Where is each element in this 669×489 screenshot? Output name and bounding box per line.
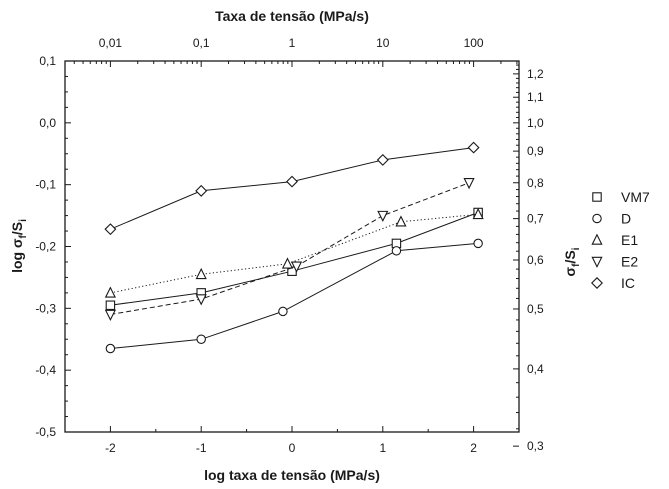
data-point-e1	[472, 207, 484, 220]
axis-ticks: -2 -1 0 1 2 -0,5 -0,4 -0,3 -0,2 -0,1 0,0 0,1 0,01 0,1…	[35, 36, 544, 455]
data-point-e2	[377, 210, 389, 223]
svg-text:log σf/Si: log σf/Si	[9, 219, 29, 273]
data-point-e2	[104, 309, 116, 321]
y-axis-title: log σf/Si	[9, 219, 29, 273]
data-point-d	[196, 334, 206, 344]
right-tick-label: 0,7	[527, 212, 544, 226]
data-point-ic	[286, 175, 298, 188]
y-tick-label: -0,2	[35, 240, 56, 254]
data-point-ic	[467, 141, 480, 154]
data-point-e2	[290, 261, 303, 273]
series-line-ic	[110, 147, 474, 230]
legend-marker-ic	[591, 277, 603, 289]
legend-label-d: D	[621, 211, 631, 227]
x-axis-title: log taxa de tensão (MPa/s)	[204, 467, 380, 483]
y-tick-label: -0,5	[35, 425, 56, 439]
legend-marker-vm7	[592, 192, 602, 202]
data-point-e1	[395, 215, 407, 227]
data-point-d	[473, 238, 483, 249]
top-axis-title: Taxa de tensão (MPa/s)	[215, 8, 369, 24]
legend-label-e2: E2	[621, 254, 638, 270]
x-tick-label: 1	[379, 441, 386, 455]
legend-marker-d	[592, 213, 602, 224]
legend-marker-e2	[591, 256, 603, 268]
y-tick-label: 0,0	[39, 116, 56, 130]
data-point-e2	[463, 178, 475, 190]
legend-label-e1: E1	[621, 232, 638, 248]
data-point-vm7	[105, 300, 116, 310]
right-tick-label: 1,0	[527, 116, 544, 130]
series-line-d	[110, 242, 479, 349]
right-tick-label: 1,2	[527, 67, 544, 81]
top-tick-label: 10	[376, 36, 390, 50]
right-tick-label: 0,9	[527, 144, 544, 158]
data-point-d	[278, 306, 288, 317]
series-layer	[104, 141, 484, 354]
data-point-e1	[195, 267, 207, 280]
svg-text:σf/Si: σf/Si	[562, 247, 582, 276]
x-tick-label: -2	[105, 441, 116, 455]
right-tick-label: 1,1	[527, 90, 544, 104]
legend-label-vm7: VM7	[621, 189, 650, 205]
data-point-d	[391, 246, 402, 256]
top-tick-label: 0,1	[193, 36, 210, 50]
right-tick-label: 0,6	[527, 253, 544, 267]
x-tick-label: -1	[196, 441, 207, 455]
right-tick-label: 0,4	[527, 362, 544, 376]
top-tick-label: 100	[464, 36, 484, 50]
y-tick-label: 0,1	[39, 54, 56, 68]
legend-label-ic: IC	[621, 275, 635, 291]
x-tick-label: 0	[289, 441, 296, 455]
series-line-vm7	[110, 212, 479, 306]
series-line-e1	[110, 213, 479, 294]
legend: VM7 D E1 E2 IC	[591, 189, 650, 291]
y-tick-label: -0,3	[35, 301, 56, 315]
top-tick-label: 1	[289, 36, 296, 50]
right-tick-label: 0,5	[527, 302, 544, 316]
legend-marker-e1	[591, 233, 603, 245]
x-tick-label: 2	[470, 441, 477, 455]
data-point-e2	[195, 294, 207, 306]
data-point-e1	[104, 286, 116, 298]
right-tick-label: 0,3	[527, 439, 544, 453]
y-tick-label: -0,4	[35, 363, 56, 377]
right-tick-label: 0,8	[527, 176, 544, 190]
y-tick-label: -0,1	[35, 178, 56, 192]
top-tick-label: 0,01	[99, 36, 123, 50]
data-point-e1	[281, 257, 294, 269]
plot-frame	[64, 60, 520, 433]
data-point-d	[105, 343, 116, 354]
data-point-ic	[376, 153, 389, 166]
data-point-ic	[104, 223, 117, 236]
data-point-ic	[195, 184, 208, 197]
right-axis-title: σf/Si	[562, 247, 582, 276]
